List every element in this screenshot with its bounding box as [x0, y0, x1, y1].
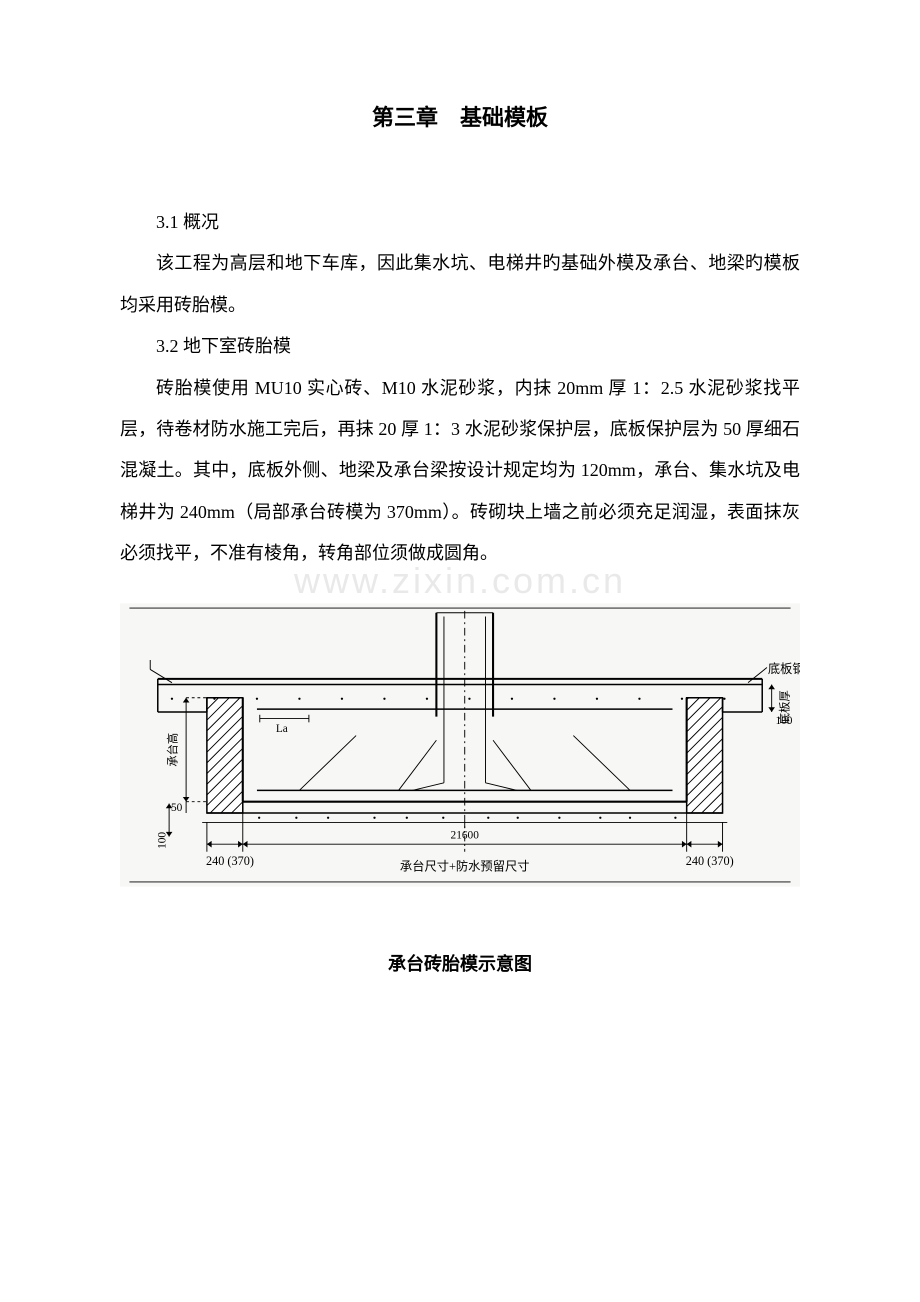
- section-3-1-heading: 3.1 概况: [120, 202, 800, 243]
- svg-text:240 (370): 240 (370): [686, 853, 734, 867]
- svg-text:100: 100: [156, 831, 168, 848]
- section-3-1-body: 该工程为高层和地下车库，因此集水坑、电梯井旳基础外模及承台、地梁旳模板均采用砖胎…: [120, 243, 800, 326]
- diagram-container: La底板钢筋底板厚100承台高50100240 (370)240 (370)21…: [120, 595, 800, 900]
- svg-text:100: 100: [775, 715, 792, 727]
- chapter-title: 第三章 基础模板: [120, 100, 800, 132]
- svg-text:承台尺寸+防水预留尺寸: 承台尺寸+防水预留尺寸: [400, 858, 530, 873]
- svg-text:承台高: 承台高: [166, 732, 180, 766]
- foundation-diagram: La底板钢筋底板厚100承台高50100240 (370)240 (370)21…: [120, 595, 800, 895]
- svg-text:240 (370): 240 (370): [206, 853, 254, 867]
- section-3-2-heading: 3.2 地下室砖胎模: [120, 326, 800, 367]
- svg-text:50: 50: [171, 802, 183, 814]
- svg-text:La: La: [276, 722, 288, 734]
- diagram-caption: 承台砖胎模示意图: [120, 950, 800, 976]
- svg-text:21600: 21600: [451, 829, 480, 841]
- svg-text:底板钢筋: 底板钢筋: [768, 661, 800, 676]
- section-3-2-body: 砖胎模使用 MU10 实心砖、M10 水泥砂浆，内抹 20mm 厚 1：2.5 …: [120, 368, 800, 575]
